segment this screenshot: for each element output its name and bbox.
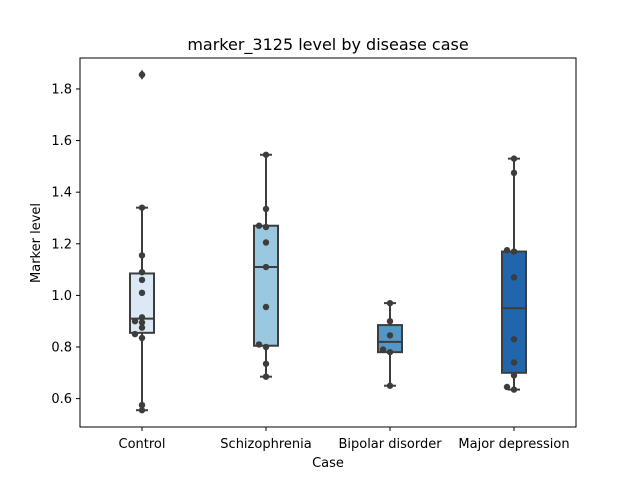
- data-point: [262, 373, 270, 380]
- y-tick-label: 0.8: [51, 341, 72, 356]
- data-point: [262, 151, 270, 158]
- data-point: [262, 343, 270, 351]
- box-iqr: [501, 250, 527, 374]
- x-tick-label: Major depression: [458, 437, 569, 452]
- data-point: [138, 324, 146, 331]
- data-point: [138, 314, 146, 321]
- outlier-marker: [138, 69, 146, 80]
- data-point: [386, 318, 394, 325]
- data-point: [510, 386, 518, 393]
- x-tick-label: Bipolar disorder: [338, 437, 442, 452]
- chart-title: marker_3125 level by disease case: [187, 35, 468, 55]
- box-group-2: [377, 299, 403, 389]
- data-point: [131, 330, 139, 338]
- y-tick-label: 1.6: [51, 134, 72, 149]
- data-point: [138, 204, 146, 211]
- data-point: [510, 336, 518, 343]
- data-point: [262, 303, 270, 311]
- y-tick-label: 1.4: [51, 186, 72, 201]
- data-point: [510, 248, 518, 255]
- data-point: [510, 274, 518, 281]
- y-tick-label: 1.2: [51, 237, 72, 252]
- plot-area: [129, 69, 527, 414]
- data-point: [503, 383, 511, 391]
- data-point: [255, 222, 263, 229]
- box-group-0: [129, 69, 155, 414]
- x-tick-label: Schizophrenia: [220, 437, 311, 452]
- data-point: [138, 276, 146, 284]
- data-point: [386, 348, 394, 356]
- box-group-3: [501, 155, 527, 393]
- data-point: [262, 205, 270, 213]
- x-tick-label: Control: [119, 437, 166, 452]
- data-point: [510, 359, 518, 366]
- data-point: [138, 252, 146, 259]
- data-point: [510, 169, 518, 177]
- data-point: [255, 341, 263, 348]
- axes-frame: [79, 57, 577, 428]
- data-point: [138, 268, 146, 276]
- box-iqr: [253, 224, 279, 347]
- data-point: [503, 247, 511, 254]
- data-point: [386, 299, 394, 307]
- y-tick-label: 0.6: [51, 392, 72, 407]
- x-axis-label: Case: [312, 456, 344, 471]
- y-tick-label: 1.0: [51, 289, 72, 304]
- data-point: [138, 289, 146, 297]
- data-point: [510, 372, 518, 379]
- data-point: [386, 332, 394, 339]
- data-point: [138, 407, 146, 414]
- data-point: [386, 382, 394, 389]
- data-point: [138, 319, 146, 326]
- data-point: [131, 318, 139, 325]
- data-point: [262, 223, 270, 231]
- data-point: [262, 263, 270, 271]
- y-tick-label: 1.8: [51, 82, 72, 97]
- data-point: [262, 360, 270, 367]
- data-point: [510, 155, 518, 162]
- data-point: [379, 346, 387, 353]
- data-point: [138, 334, 146, 342]
- box-group-1: [253, 151, 279, 380]
- data-point: [262, 239, 270, 246]
- y-axis-label: Marker level: [29, 203, 44, 283]
- data-point: [138, 401, 146, 409]
